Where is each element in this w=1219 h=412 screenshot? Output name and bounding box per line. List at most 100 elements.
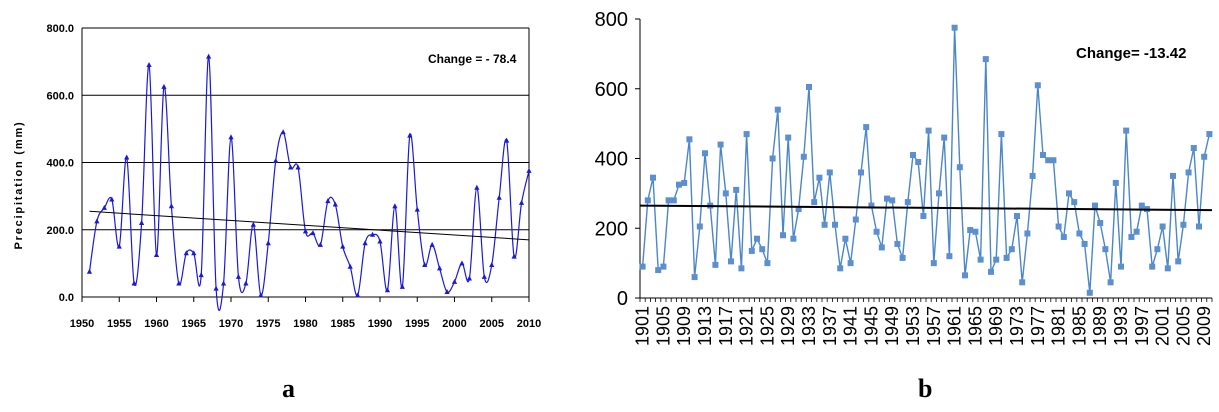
chart-a-data-point [369, 231, 376, 237]
chart-b-x-tick-label: 1917 [716, 306, 736, 346]
chart-b-data-point [884, 195, 890, 202]
chart-b-data-point [863, 124, 870, 131]
chart-b-data-point [1170, 172, 1176, 179]
chart-a-data-point [459, 260, 465, 266]
chart-b-data-point [993, 256, 1000, 263]
chart-b-data-point [1180, 221, 1187, 228]
chart-a-data-point [206, 53, 212, 59]
chart-b-x-tick-label: 1901 [633, 306, 653, 346]
chart-b-data-point [1154, 246, 1161, 253]
chart-b-x-tick-label: 1965 [965, 306, 985, 346]
chart-b-x-tick-label: 1937 [820, 306, 840, 346]
chart-b-data-point [1107, 279, 1114, 286]
chart-b-data-point [951, 24, 958, 31]
chart-b-data-point [858, 169, 864, 176]
panel-label-a: a [282, 374, 295, 403]
panel-label-b: b [918, 374, 933, 403]
chart-a-data-point [414, 206, 420, 212]
chart-b-data-point [1066, 190, 1072, 197]
chart-a-x-tick-label: 2010 [517, 318, 541, 330]
chart-b-data-point [733, 186, 740, 193]
chart-b-data-point [1175, 258, 1182, 265]
chart-a-x-tick-label: 1975 [256, 318, 280, 330]
chart-b-data-point [1159, 223, 1166, 230]
chart-b-data-point [956, 164, 963, 171]
chart-b-data-point [644, 197, 651, 204]
chart-b-data-point [780, 232, 786, 239]
chart-b-data-point [878, 244, 885, 251]
chart-b-data-point [1024, 230, 1031, 237]
chart-a-data-point [504, 137, 510, 143]
chart-a-data-point [362, 240, 368, 246]
chart-b-data-point [1190, 145, 1197, 152]
chart-b-data-point [1060, 233, 1067, 240]
chart-a-x-tick-label: 1970 [219, 318, 243, 330]
chart-a-data-point [101, 204, 107, 210]
chart-b-x-tick-label: 2005 [1173, 306, 1193, 346]
chart-a-data-point [489, 262, 495, 268]
chart-a-trend-line [89, 210, 530, 241]
chart-b-y-tick-label: 400 [595, 149, 628, 171]
chart-b-data-point [1029, 172, 1036, 179]
chart-a-data-point [481, 273, 487, 279]
chart-b-data-point [1045, 157, 1052, 164]
chart-a-data-point [392, 203, 398, 209]
chart-a-data-point [235, 273, 242, 279]
chart-b-x-tick-label: 1945 [861, 306, 881, 346]
chart-b-data-point [691, 274, 698, 281]
chart-a-x-tick-label: 1980 [293, 318, 317, 330]
chart-a-data-point [355, 292, 361, 298]
chart-b-data-point [972, 228, 979, 235]
chart-b-data-point [873, 228, 880, 235]
chart-b-data-point [1201, 153, 1208, 160]
chart-a-x-tick-label: 1950 [70, 318, 94, 330]
chart-b-data-point [655, 267, 662, 274]
chart-a-x-tick-label: 2000 [442, 318, 466, 330]
chart-b-data-point [852, 216, 859, 223]
chart-b-x-tick-label: 1973 [1007, 306, 1027, 346]
chart-a-x-tick-label: 1985 [331, 318, 355, 330]
chart-b-data-point [946, 253, 953, 260]
chart-b-change-annotation: Change= -13.42 [1076, 45, 1186, 62]
chart-b-data-point [889, 197, 896, 204]
chart-b-x-tick-label: 1989 [1090, 306, 1110, 346]
chart-b-data-point [696, 223, 703, 230]
chart-b-data-point [868, 202, 875, 209]
chart-a-data-point [332, 201, 338, 207]
chart-b-data-point [738, 265, 745, 272]
chart-b-data-point [915, 158, 922, 165]
chart-b-x-tick-label: 1925 [757, 306, 777, 346]
chart-b-data-point [1055, 223, 1062, 230]
chart-a-x-tick-label: 1965 [182, 318, 206, 330]
chart-a-y-axis-title: Precipitation (mm) [13, 121, 25, 250]
chart-b-data-point [660, 263, 667, 270]
chart-b-data-point [764, 260, 771, 267]
chart-b-data-point [1123, 127, 1130, 134]
chart-b-data-point [795, 206, 802, 213]
chart-a-data-point [265, 240, 271, 246]
chart-a-data-point [250, 221, 256, 227]
chart-a-data-point [310, 230, 316, 236]
chart-a-y-tick-label: 800.0 [46, 23, 74, 35]
chart-a-change-annotation: Change = - 78.4 [428, 52, 517, 66]
chart-a-x-tick-label: 1990 [368, 318, 392, 330]
chart-b-data-point [837, 265, 844, 272]
chart-a-data-point [220, 280, 227, 286]
chart-b-data-point [670, 197, 677, 204]
chart-b-data-point [821, 221, 828, 228]
chart-b-y-tick-label: 800 [595, 9, 628, 31]
chart-b-x-tick-label: 1905 [653, 306, 673, 346]
chart-b-y-tick-label: 600 [595, 79, 628, 101]
chart-b-data-point [1003, 254, 1010, 261]
chart-b-x-tick-label: 1981 [1049, 306, 1069, 346]
chart-b-data-point [722, 190, 729, 197]
chart-a-data-point [161, 83, 167, 89]
chart-a-series-line [88, 55, 530, 312]
chart-b-data-point [686, 136, 693, 143]
chart-b-x-tick-label: 1929 [778, 306, 798, 346]
chart-b-data-point [811, 199, 818, 206]
chart-b-data-point [748, 247, 755, 254]
chart-b-data-point [1092, 202, 1098, 209]
chart-b-data-point [785, 134, 792, 141]
